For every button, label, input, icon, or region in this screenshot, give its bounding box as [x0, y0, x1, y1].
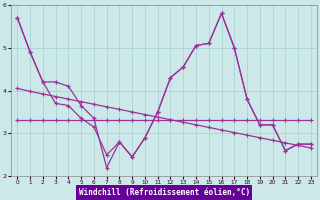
X-axis label: Windchill (Refroidissement éolien,°C): Windchill (Refroidissement éolien,°C) [78, 188, 250, 197]
